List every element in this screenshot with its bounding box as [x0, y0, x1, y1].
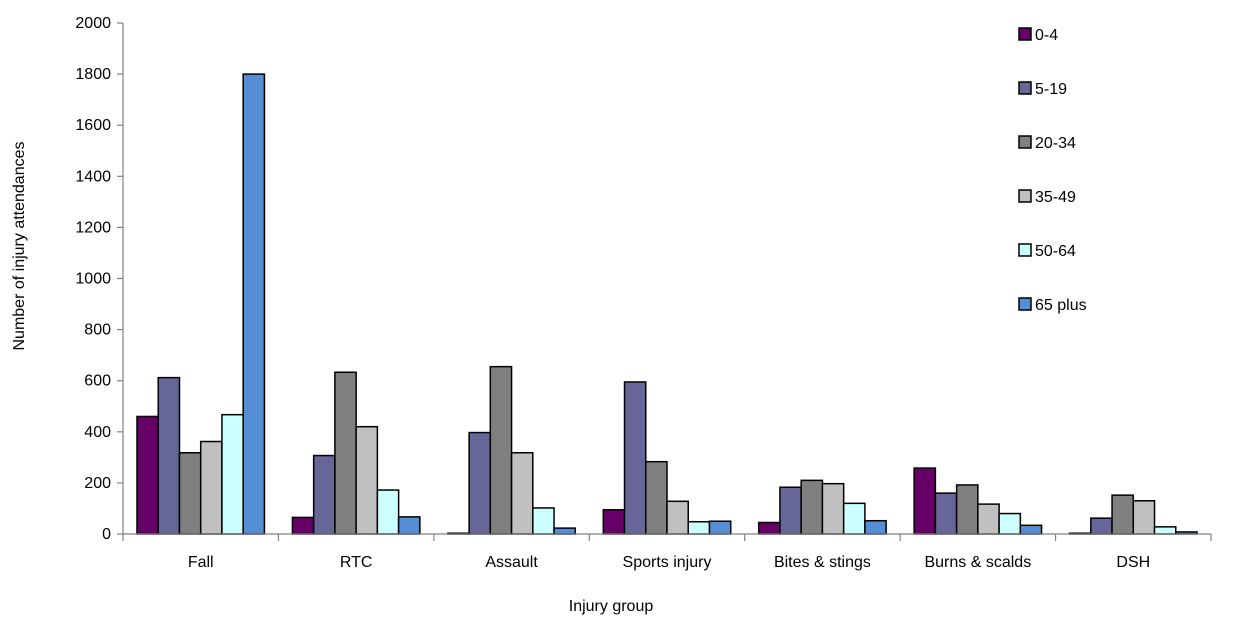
y-tick-label-1: 200: [84, 475, 111, 492]
x-category-label-1: RTC: [340, 554, 373, 571]
bar-0-0: [136, 415, 159, 535]
bar-5-5: [1019, 524, 1043, 535]
x-category-label-3: Sports injury: [623, 554, 712, 571]
x-category-label-6: DSH: [1116, 554, 1150, 571]
bar-6-4: [1153, 526, 1177, 535]
legend-label-1: 5-19: [1035, 81, 1067, 98]
bar-2-4: [532, 507, 555, 535]
bar-4-3: [821, 482, 845, 535]
bar-5-2: [955, 484, 979, 535]
y-tick-label-4: 800: [84, 322, 111, 339]
bar-1-2: [334, 371, 357, 535]
axes-layer: [122, 23, 1211, 535]
legend-swatch-0: [1018, 27, 1032, 41]
y-tick-label-7: 1400: [75, 168, 111, 185]
legend-label-4: 50-64: [1035, 243, 1076, 260]
y-tick-label-5: 1000: [75, 271, 111, 288]
bar-1-0: [291, 516, 315, 535]
x-category-label-2: Assault: [485, 554, 538, 571]
legend-swatch-4: [1018, 243, 1032, 257]
legend-swatch-2: [1018, 135, 1032, 149]
bar-6-2: [1111, 494, 1135, 535]
legend-swatch-5: [1018, 297, 1032, 311]
x-category-label-5: Burns & scalds: [924, 554, 1031, 571]
y-tick-label-9: 1800: [75, 66, 111, 83]
bar-4-0: [757, 521, 781, 535]
bar-4-4: [842, 502, 866, 535]
bar-2-3: [510, 452, 534, 535]
bar-2-2: [489, 365, 513, 535]
bar-1-5: [397, 516, 421, 535]
bar-2-5: [553, 527, 577, 535]
bar-5-0: [913, 467, 937, 535]
bars-layer: [136, 73, 1198, 535]
bar-3-5: [708, 520, 732, 535]
bar-6-3: [1132, 500, 1156, 535]
legend-swatch-3: [1018, 189, 1032, 203]
y-axis-title: Number of injury attendances: [11, 142, 28, 351]
bar-1-1: [312, 454, 336, 535]
bar-0-4: [221, 413, 244, 535]
bar-5-1: [934, 492, 958, 535]
legend: 0-4 5-19 20-34 35-49 50-64 65 plus: [1018, 27, 1087, 314]
y-tick-label-10: 2000: [75, 15, 111, 32]
bar-6-1: [1090, 517, 1113, 535]
y-tick-label-0: 0: [102, 526, 111, 543]
x-ticks: Fall RTC Assault Sports injury Bites & sting…: [122, 534, 1212, 571]
x-category-label-0: Fall: [188, 554, 214, 571]
bar-0-2: [178, 452, 202, 535]
bar-3-2: [645, 460, 668, 535]
bar-0-5: [242, 73, 266, 535]
y-tick-label-2: 400: [84, 424, 111, 441]
bar-1-3: [355, 425, 379, 535]
legend-label-2: 20-34: [1035, 135, 1076, 152]
bar-0-1: [157, 376, 181, 535]
bar-5-3: [977, 503, 1000, 535]
legend-swatch-1: [1018, 81, 1032, 95]
bar-3-4: [687, 520, 711, 535]
y-tick-label-6: 1200: [75, 219, 111, 236]
bar-3-3: [666, 500, 689, 535]
bar-0-3: [199, 440, 223, 535]
y-tick-label-8: 1600: [75, 117, 111, 134]
legend-label-0: 0-4: [1035, 27, 1058, 44]
bar-4-1: [779, 486, 802, 535]
bar-2-1: [468, 431, 492, 535]
bar-3-0: [602, 508, 626, 535]
legend-label-5: 65 plus: [1035, 297, 1087, 314]
legend-label-3: 35-49: [1035, 189, 1076, 206]
x-category-label-4: Bites & stings: [774, 554, 871, 571]
x-axis-title: Injury group: [569, 598, 654, 615]
bar-1-4: [376, 489, 400, 535]
bar-4-2: [800, 479, 824, 535]
y-tick-label-3: 600: [84, 373, 111, 390]
bar-3-1: [623, 381, 647, 535]
y-ticks: 0 200 400 600 800 1000 1200 1400 1600 1800 2000: [75, 15, 123, 543]
bar-4-5: [864, 519, 887, 535]
bar-5-4: [998, 512, 1022, 535]
